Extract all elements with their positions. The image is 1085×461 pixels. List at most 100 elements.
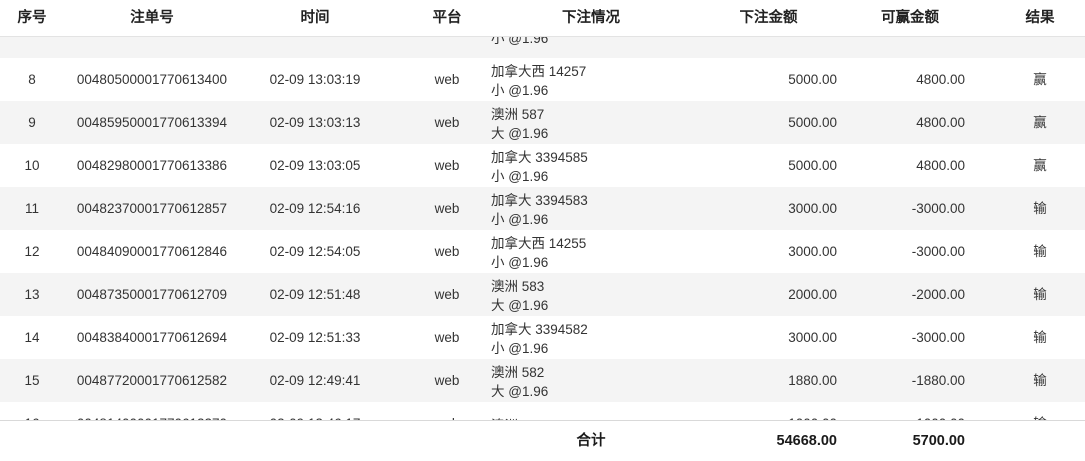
cell-result: 输 bbox=[1010, 402, 1070, 420]
bet-detail-game: 澳洲 587 bbox=[491, 107, 545, 122]
cell-time: 02-09 12:51:48 bbox=[269, 287, 361, 302]
cell-winnable-amount: 4800.00 bbox=[916, 158, 965, 173]
cell-platform: web bbox=[434, 287, 460, 302]
cell-time: 02-09 12:54:16 bbox=[269, 201, 361, 216]
cell-result: 输 bbox=[1033, 244, 1047, 259]
cell-bet-amount bbox=[700, 37, 837, 58]
cell-bet-detail: 加拿大西 14255 小 @1.96 bbox=[491, 230, 691, 273]
cell-index: 10 bbox=[24, 158, 40, 173]
table-row[interactable]: 12 00484090001770612846 02-09 12:54:05 web 加… bbox=[0, 230, 1085, 273]
cell-time bbox=[250, 37, 380, 58]
cell-bet-detail: 加拿大 3394582 小 @1.96 bbox=[491, 316, 691, 359]
cell-bet-no bbox=[62, 37, 242, 58]
cell-bet-no: 00482980001770613386 bbox=[76, 158, 228, 173]
cell-index: 12 bbox=[24, 244, 40, 259]
cell-index: 11 bbox=[24, 201, 39, 216]
cell-bet-amount: 5000.00 bbox=[788, 115, 837, 130]
cell-platform: web bbox=[392, 402, 502, 420]
cell-platform: web bbox=[434, 201, 460, 216]
cell-result: 输 bbox=[1033, 201, 1047, 216]
cell-platform: web bbox=[434, 244, 460, 259]
bet-detail-game: 加拿大西 14257 bbox=[491, 64, 587, 79]
cell-bet-detail: 加拿大 3394583 小 @1.96 bbox=[491, 187, 691, 230]
table-row[interactable]: 11 00482370001770612857 02-09 12:54:16 web 加… bbox=[0, 187, 1085, 230]
cell-index bbox=[8, 37, 56, 58]
bet-detail-game: 加拿大 3394583 bbox=[491, 193, 588, 208]
cell-winnable-amount: 4800.00 bbox=[916, 115, 965, 130]
cell-bet-amount: 3000.00 bbox=[788, 330, 837, 345]
cell-result: 输 bbox=[1033, 330, 1047, 345]
bet-detail-selection: 小 @1.96 bbox=[491, 169, 549, 184]
cell-time: 02-09 12:49:41 bbox=[269, 373, 361, 388]
cell-bet-no: 00483840001770612694 bbox=[76, 330, 228, 345]
cell-index: 8 bbox=[28, 72, 36, 87]
bet-detail-selection: 小 @1.96 bbox=[491, 341, 549, 356]
cell-bet-no: 00482370001770612857 bbox=[76, 201, 228, 216]
cell-time: 02-09 13:03:13 bbox=[269, 115, 361, 130]
cell-bet-amount: 3000.00 bbox=[788, 201, 837, 216]
bet-detail-game: 澳洲 583 bbox=[491, 279, 545, 294]
column-header-index[interactable]: 序号 bbox=[17, 10, 47, 26]
bet-detail-game: 澳洲 582 bbox=[491, 365, 545, 380]
cell-bet-detail: 澳洲 582 大 @1.96 bbox=[491, 359, 691, 402]
cell-platform: web bbox=[434, 115, 460, 130]
cell-winnable-amount: -3000.00 bbox=[911, 201, 965, 216]
bet-detail-game: 澳洲 581 bbox=[491, 416, 691, 421]
cell-result bbox=[1010, 37, 1070, 58]
cell-platform: web bbox=[434, 330, 460, 345]
cell-time: 02-09 13:03:05 bbox=[269, 158, 361, 173]
table-row[interactable]: 15 00487720001770612582 02-09 12:49:41 web 澳… bbox=[0, 359, 1085, 402]
table-row[interactable]: 14 00483840001770612694 02-09 12:51:33 web 加… bbox=[0, 316, 1085, 359]
cell-bet-amount: 2000.00 bbox=[788, 287, 837, 302]
cell-bet-detail: 小 @1.96 bbox=[491, 37, 691, 58]
table-row[interactable]: 9 00485950001770613394 02-09 13:03:13 web 澳洲… bbox=[0, 101, 1085, 144]
bet-detail-selection: 大 @1.96 bbox=[491, 298, 549, 313]
table-row[interactable]: 8 00480500001770613400 02-09 13:03:19 web 加拿… bbox=[0, 58, 1085, 101]
cell-bet-detail: 加拿大西 14257 小 @1.96 bbox=[491, 58, 691, 101]
cell-bet-no: 00480500001770613400 bbox=[76, 72, 228, 87]
cell-result: 赢 bbox=[1033, 158, 1047, 173]
table-row[interactable]: 10 00482980001770613386 02-09 13:03:05 web 加… bbox=[0, 144, 1085, 187]
cell-bet-detail: 澳洲 587 大 @1.96 bbox=[491, 101, 691, 144]
cell-time: 02-09 13:03:19 bbox=[269, 72, 361, 87]
cell-bet-amount: 1880.00 bbox=[788, 373, 837, 388]
column-header-winnable[interactable]: 可赢金额 bbox=[881, 10, 939, 26]
table-row[interactable]: 小 @1.96 bbox=[0, 37, 1085, 58]
cell-bet-detail: 加拿大 3394585 小 @1.96 bbox=[491, 144, 691, 187]
cell-result: 赢 bbox=[1033, 115, 1047, 130]
bet-detail-game: 加拿大 3394582 bbox=[491, 322, 588, 337]
cell-bet-no: 00485950001770613394 bbox=[76, 115, 228, 130]
table-header-row: 序号 注单号 时间 平台 下注情况 下注金额 可赢金额 结果 bbox=[0, 0, 1085, 37]
totals-winnable-value: 5700.00 bbox=[912, 433, 965, 449]
cell-winnable-amount: 4800.00 bbox=[916, 72, 965, 87]
column-header-result[interactable]: 结果 bbox=[1025, 10, 1055, 26]
column-header-time[interactable]: 时间 bbox=[300, 10, 330, 26]
column-header-platform[interactable]: 平台 bbox=[432, 10, 462, 26]
cell-index: 14 bbox=[24, 330, 40, 345]
cell-bet-no: 00487720001770612582 bbox=[76, 373, 228, 388]
table-row[interactable]: 13 00487350001770612709 02-09 12:51:48 web 澳… bbox=[0, 273, 1085, 316]
cell-time: 02-09 12:46:17 bbox=[250, 402, 380, 420]
bet-detail-selection: 小 @1.96 bbox=[491, 212, 549, 227]
cell-bet-no: 00481400001770612270 bbox=[62, 402, 242, 420]
cell-platform: web bbox=[434, 373, 460, 388]
bet-detail-game: 加拿大 3394585 bbox=[491, 150, 588, 165]
table-body-scroll-area[interactable]: 小 @1.96 8 00480500001770613400 02-09 13:03:… bbox=[0, 37, 1085, 420]
cell-platform: web bbox=[434, 158, 460, 173]
cell-index: 15 bbox=[24, 373, 40, 388]
cell-winnable-amount bbox=[855, 37, 965, 58]
table-row[interactable]: 16 00481400001770612270 02-09 12:46:17 web澳… bbox=[0, 402, 1085, 420]
column-header-amount[interactable]: 下注金额 bbox=[739, 10, 798, 26]
cell-bet-amount: 5000.00 bbox=[788, 72, 837, 87]
cell-winnable-amount: -3000.00 bbox=[911, 330, 965, 345]
cell-bet-amount: 5000.00 bbox=[788, 158, 837, 173]
column-header-detail[interactable]: 下注情况 bbox=[562, 10, 620, 26]
bet-detail-selection: 小 @1.96 bbox=[491, 37, 549, 46]
cell-bet-amount: 3000.00 bbox=[788, 244, 837, 259]
column-header-bet-no[interactable]: 注单号 bbox=[130, 10, 174, 26]
cell-result: 输 bbox=[1033, 373, 1047, 388]
cell-platform: web bbox=[434, 72, 460, 87]
totals-amount-value: 54668.00 bbox=[776, 433, 837, 449]
